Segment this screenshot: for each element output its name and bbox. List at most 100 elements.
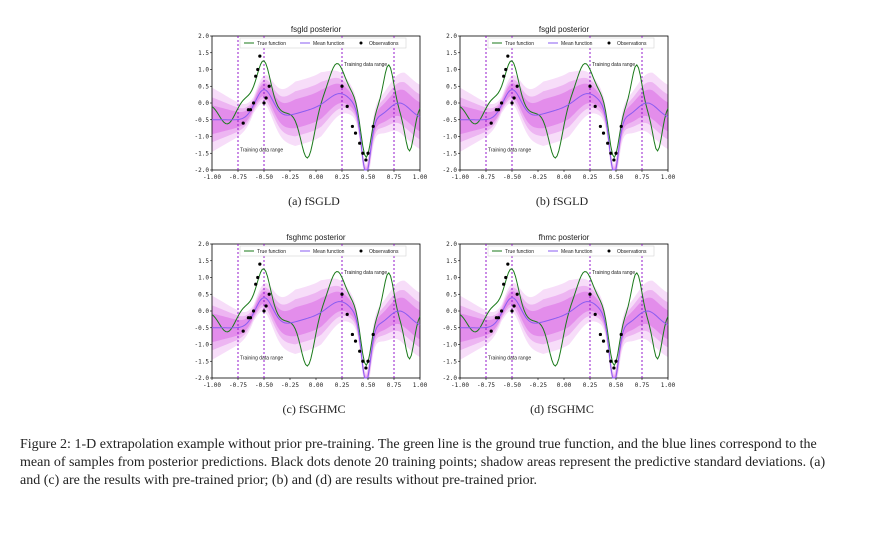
observation-point: [267, 84, 271, 88]
std-band: [212, 83, 420, 170]
subcaption-b: (b) fSGLD: [535, 194, 589, 208]
x-tick-label: 1.00: [661, 382, 676, 389]
annotation-training-range-left: Training data range: [488, 356, 531, 362]
x-tick-label: 0.50: [609, 174, 624, 181]
std-band: [460, 291, 668, 378]
observation-point: [256, 67, 260, 72]
x-tick-label: -0.75: [477, 174, 495, 181]
legend-label: Observations: [617, 249, 647, 255]
observation-point: [500, 309, 504, 313]
x-tick-label: 0.75: [635, 382, 650, 389]
x-tick-label: -1.00: [451, 174, 469, 181]
observation-point: [500, 101, 504, 105]
y-tick-label: 1.0: [198, 67, 209, 74]
y-tick-label: -2.0: [195, 167, 210, 174]
observation-point: [504, 275, 508, 280]
y-tick-label: 1.0: [446, 275, 457, 282]
mean-function-line: [459, 89, 669, 171]
observation-point: [614, 359, 618, 363]
y-tick-label: 0.0: [198, 308, 209, 315]
x-tick-label: 0.75: [635, 174, 650, 181]
annotation-training-range-right: Training data range: [592, 270, 635, 276]
legend: True function Mean function Observations: [487, 37, 655, 49]
y-tick-label: 1.5: [198, 50, 209, 57]
true-function-line: [459, 60, 669, 159]
legend-label: True function: [257, 41, 286, 47]
observation-point: [361, 359, 365, 363]
observation-point: [262, 101, 266, 105]
y-tick-label: -2.0: [443, 375, 458, 382]
observation-point: [496, 108, 501, 112]
panel-a: fsgld posterior -1.00 -0.75 -0.50 -0.25 0.00 0…: [190, 18, 440, 218]
x-tick-label: 0.25: [335, 174, 350, 181]
y-tick-label: -1.0: [443, 342, 458, 349]
observation-point: [496, 316, 501, 320]
y-tick-label: -1.0: [195, 134, 210, 141]
y-tick-label: 0.5: [446, 83, 457, 90]
std-band: [212, 291, 420, 378]
observation-point: [515, 84, 519, 88]
y-tick-label: -1.5: [443, 358, 458, 365]
observation-point: [345, 312, 349, 316]
observation-point: [510, 309, 514, 313]
legend-label: Mean function: [561, 249, 593, 255]
x-tick-label: -0.50: [503, 174, 521, 181]
x-tick-label: -1.00: [203, 382, 221, 389]
legend: True function Mean function Observations: [487, 245, 655, 257]
y-tick-label: -2.0: [195, 375, 210, 382]
legend: True function Mean function Observations: [239, 37, 407, 49]
x-tick-label: 0.00: [309, 382, 324, 389]
y-tick-label: 0.0: [446, 308, 457, 315]
x-tick-label: 0.25: [583, 382, 598, 389]
observation-point: [606, 141, 610, 145]
chart-title: fsgld posterior: [291, 25, 342, 34]
observation-point: [609, 151, 613, 155]
observation-point: [593, 104, 597, 108]
y-tick-label: 1.5: [446, 50, 457, 57]
observation-point: [353, 339, 358, 343]
x-tick-label: 1.00: [413, 174, 428, 181]
observation-point: [340, 84, 344, 88]
y-tick-label: -1.5: [195, 358, 210, 365]
observation-point: [371, 332, 375, 337]
observation-point: [506, 54, 510, 58]
legend-box: [239, 245, 407, 257]
std-band: [460, 278, 668, 378]
legend-swatch: [359, 249, 363, 253]
true-function-line: [211, 268, 421, 367]
mean-function-line: [211, 89, 421, 171]
observation-point: [366, 151, 370, 155]
x-tick-label: -0.50: [503, 382, 521, 389]
true-function-line: [211, 60, 421, 159]
observation-point: [606, 349, 610, 353]
x-tick-label: 1.00: [661, 174, 676, 181]
legend-label: Mean function: [561, 41, 593, 47]
y-tick-label: -0.5: [195, 325, 210, 332]
observation-point: [489, 121, 493, 125]
legend-label: Observations: [617, 41, 647, 47]
plot-a: fsgld posterior -1.00 -0.75 -0.50 -0.25 0.00 0…: [195, 25, 428, 181]
x-tick-label: -0.25: [281, 382, 299, 389]
y-tick-label: 1.5: [198, 258, 209, 265]
mean-function-line: [211, 297, 421, 379]
x-tick-label: -0.25: [529, 174, 547, 181]
observation-point: [241, 329, 245, 333]
observation-point: [489, 329, 493, 333]
observation-point: [248, 108, 253, 112]
x-tick-label: -0.75: [229, 174, 247, 181]
x-tick-label: 0.00: [557, 382, 572, 389]
observation-point: [512, 304, 516, 308]
subcaption-a: (a) fSGLD: [288, 194, 340, 208]
panel-d: fhmc posterior -1.00 -0.75 -0.50 -0.25 0.00 0.…: [438, 226, 688, 426]
observation-point: [345, 104, 349, 108]
observation-point: [248, 316, 253, 320]
y-tick-label: -1.0: [195, 342, 210, 349]
observation-point: [364, 158, 368, 162]
x-tick-label: 0.75: [387, 174, 402, 181]
y-tick-label: -2.0: [443, 167, 458, 174]
y-tick-label: -0.5: [443, 325, 458, 332]
observation-point: [612, 366, 616, 370]
observation-point: [358, 349, 362, 353]
y-tick-label: 1.0: [446, 67, 457, 74]
legend-label: True function: [505, 41, 534, 47]
